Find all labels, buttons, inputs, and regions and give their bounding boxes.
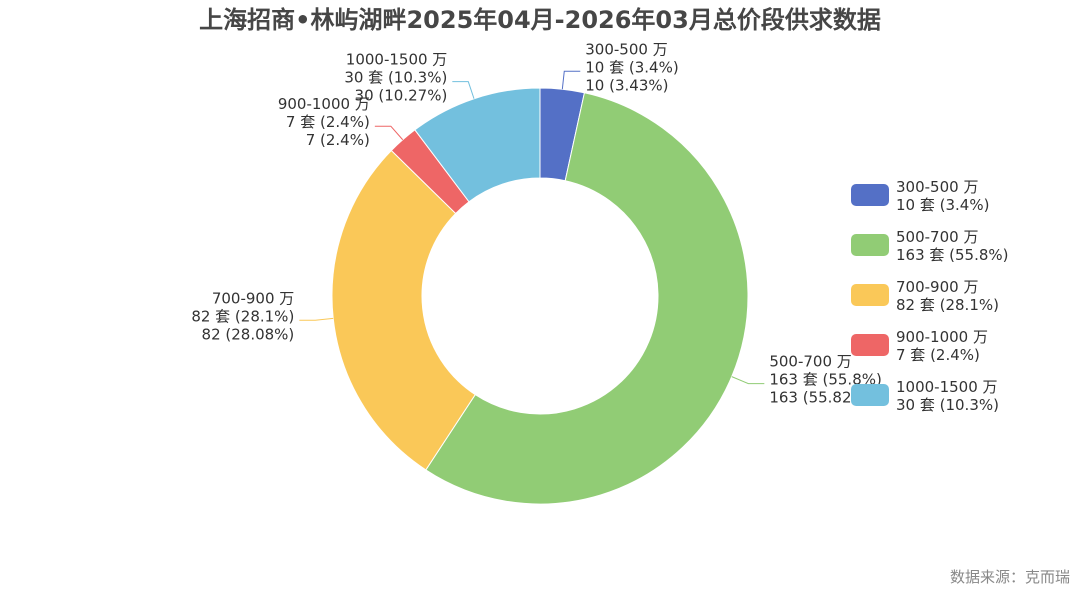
slice-label-300-500-line2: 10 套 (3.4%) (585, 58, 678, 76)
slice-label-1000-1500-line3: 30 (10.27%) (355, 87, 448, 105)
legend-value-1000-1500: 30 套 (10.3%) (896, 396, 999, 414)
legend-label-300-500[interactable]: 300-500 万 (896, 178, 978, 196)
leader-line-1000-1500 (452, 81, 475, 99)
legend-swatch-900-1000[interactable] (851, 334, 889, 356)
slice-label-900-1000-line3: 7 (2.4%) (306, 131, 370, 149)
slice-label-700-900-line3: 82 (28.08%) (202, 325, 295, 343)
slice-label-300-500-line1: 300-500 万 (585, 40, 667, 58)
slice-label-900-1000-line1: 900-1000 万 (278, 95, 370, 113)
slice-labels-group: 300-500 万10 套 (3.4%)10 (3.43%)500-700 万1… (191, 40, 882, 406)
slice-label-300-500-line3: 10 (3.43%) (585, 76, 668, 94)
slice-label-700-900-line2: 82 套 (28.1%) (191, 307, 294, 325)
slice-label-900-1000-line2: 7 套 (2.4%) (286, 113, 370, 131)
leader-line-300-500 (561, 70, 581, 90)
slices-group (331, 87, 749, 505)
legend-swatch-700-900[interactable] (851, 284, 889, 306)
data-source: 数据来源：克而瑞 (950, 568, 1070, 586)
legend-value-900-1000: 7 套 (2.4%) (896, 346, 980, 364)
legend-label-1000-1500[interactable]: 1000-1500 万 (896, 378, 998, 396)
slice-1000-1500 (414, 87, 541, 203)
slice-label-500-700-line2: 163 套 (55.8%) (769, 371, 882, 389)
slice-label-500-700-line1: 500-700 万 (769, 353, 851, 371)
legend-swatch-1000-1500[interactable] (851, 384, 889, 406)
leader-lines-group (299, 70, 765, 385)
legend-label-500-700[interactable]: 500-700 万 (896, 228, 978, 246)
leader-line-500-700 (731, 376, 765, 385)
chart-title: 上海招商•林屿湖畔2025年04月-2026年03月总价段供求数据 (199, 6, 881, 34)
legend-value-500-700: 163 套 (55.8%) (896, 246, 1009, 264)
leader-line-900-1000 (374, 125, 404, 141)
slice-label-1000-1500-line2: 30 套 (10.3%) (344, 69, 447, 87)
legend-label-700-900[interactable]: 700-900 万 (896, 278, 978, 296)
legend-value-300-500: 10 套 (3.4%) (896, 196, 989, 214)
legend-swatch-300-500[interactable] (851, 184, 889, 206)
slice-label-1000-1500-line1: 1000-1500 万 (346, 51, 448, 69)
slice-500-700 (425, 92, 749, 505)
legend-swatch-500-700[interactable] (851, 234, 889, 256)
legend-value-700-900: 82 套 (28.1%) (896, 296, 999, 314)
legend-label-900-1000[interactable]: 900-1000 万 (896, 328, 988, 346)
leader-line-700-900 (299, 317, 334, 321)
slice-700-900 (331, 149, 476, 471)
slice-label-700-900-line1: 700-900 万 (212, 289, 294, 307)
slice-label-500-700-line3: 163 (55.82%) (769, 389, 871, 407)
